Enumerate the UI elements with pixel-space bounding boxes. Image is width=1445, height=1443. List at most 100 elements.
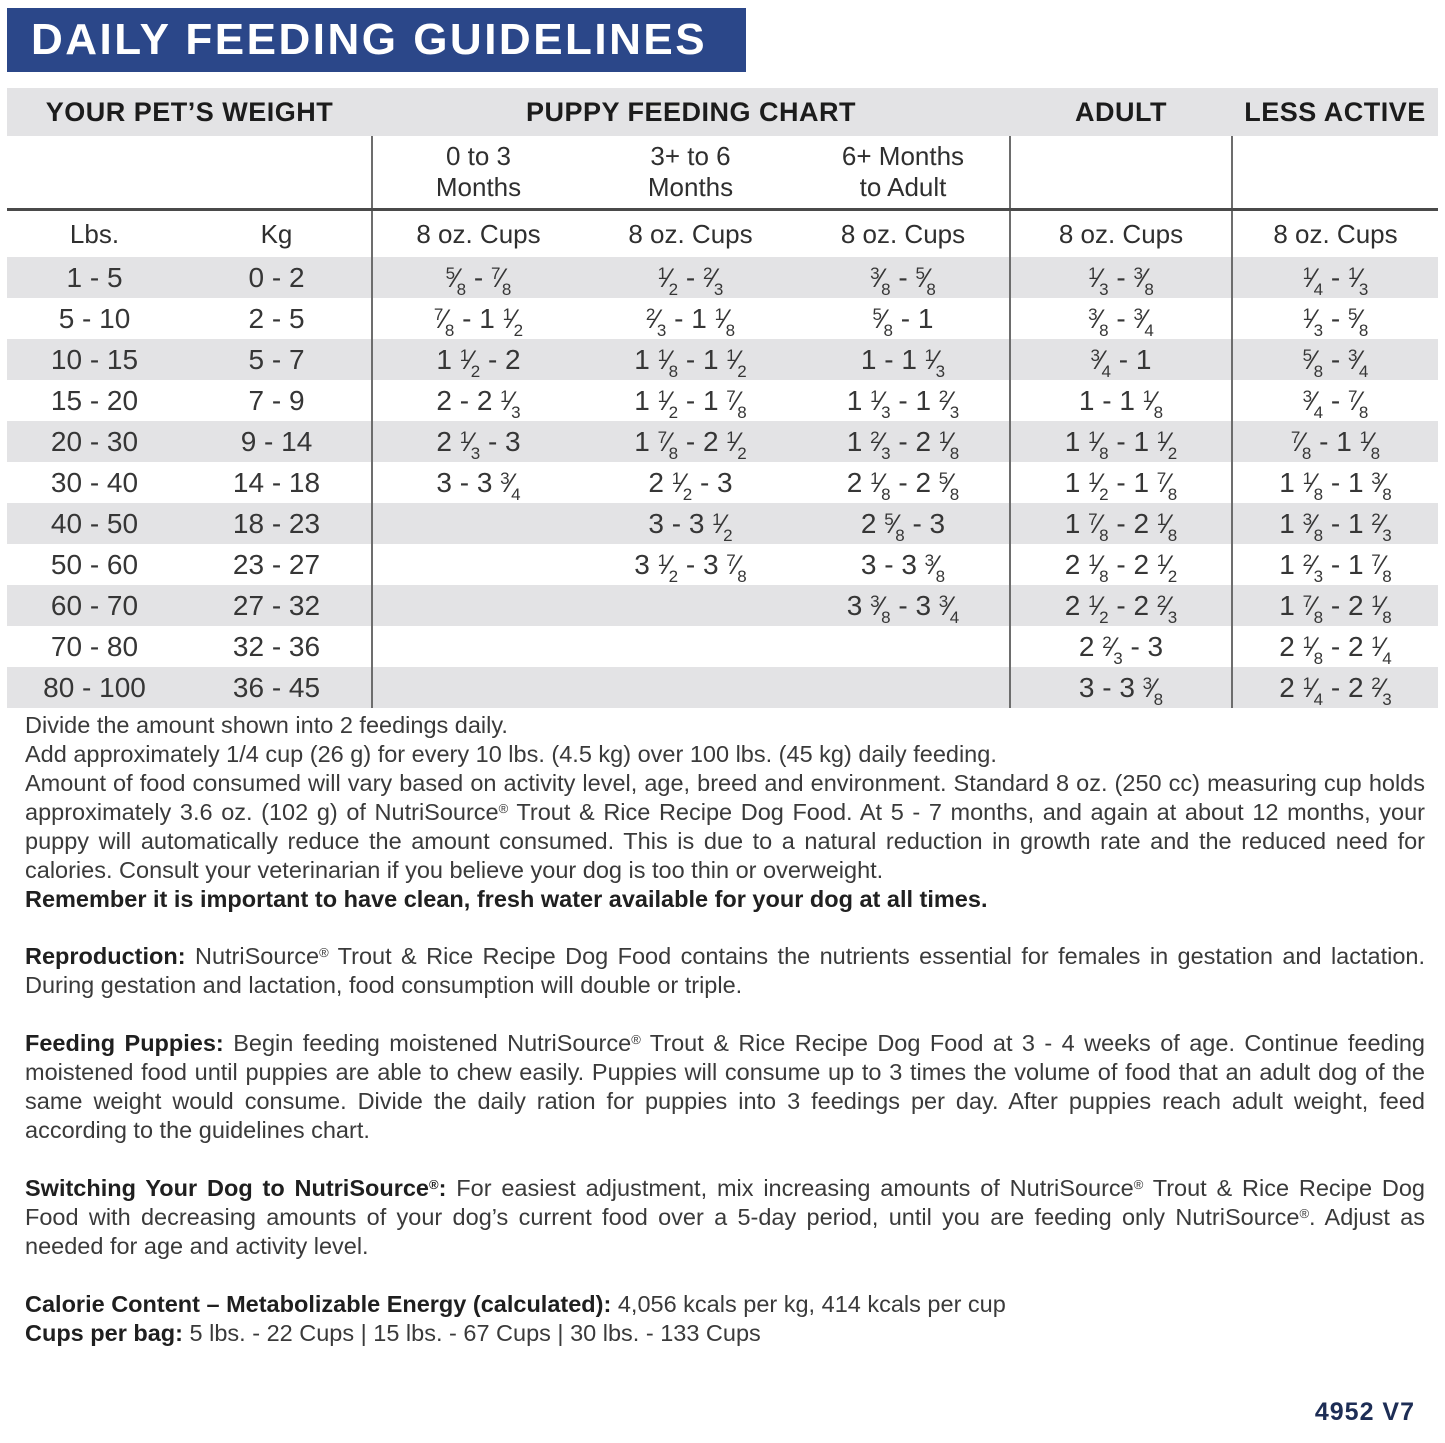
cups-cell: 1 2⁄3 - 2 1⁄8 (797, 421, 1010, 462)
footer-code: 4952 V7 (1314, 1398, 1415, 1426)
cups-cell: 3⁄4 - 7⁄8 (1231, 380, 1438, 421)
table-row: 30 - 40 14 - 18 3 - 3 3⁄4 2 1⁄2 - 3 2 1⁄8 - … (7, 462, 1438, 503)
cups-cell (584, 585, 797, 626)
subheader-3-6-months: 3+ to 6 Months (584, 136, 797, 211)
cups-cell: 1 1⁄2 - 2 (371, 339, 584, 380)
weight-cell: 9 - 14 (182, 421, 372, 462)
cups-cell: 2 1⁄4 - 2 2⁄3 (1231, 667, 1438, 708)
text-block: Divide the amount shown into 2 feedings … (25, 711, 1425, 1348)
section-paragraph: Feeding Puppies: Begin feeding moistened… (25, 1030, 1425, 1143)
table-row: 60 - 70 27 - 32 3 3⁄8 - 3 3⁄4 2 1⁄2 - 2 2⁄3… (7, 585, 1438, 626)
weight-cell: 32 - 36 (232, 630, 321, 662)
weight-cell: 80 - 100 (7, 667, 182, 708)
unit-cups-less-active: 8 oz. Cups (1231, 209, 1438, 257)
cups-cell: 2 1⁄8 - 2 1⁄4 (1231, 626, 1438, 667)
col-group-adult: ADULT (1010, 88, 1232, 136)
cups-cell (371, 503, 584, 544)
unit-kg: Kg (182, 209, 372, 257)
cups-cell: 2 1⁄2 - 3 (648, 466, 733, 504)
feeding-notes: Divide the amount shown into 2 feedings … (25, 711, 1425, 914)
cups-cell: 3 1⁄2 - 3 7⁄8 (634, 548, 747, 586)
cups-cell: 2 5⁄8 - 3 (797, 503, 1010, 544)
cups-cell: 1 1⁄3 - 1 2⁄3 (846, 384, 960, 422)
cups-cell (371, 544, 584, 585)
subheader-empty-adult (1009, 136, 1232, 211)
subheader-empty-less-active (1231, 136, 1438, 211)
weight-cell: 50 - 60 (50, 548, 139, 580)
weight-cell: 18 - 23 (182, 503, 372, 544)
weight-cell: 2 - 5 (248, 302, 305, 334)
page-title: DAILY FEEDING GUIDELINES (31, 15, 708, 64)
cups-cell: 1 1⁄2 - 1 7⁄8 (634, 384, 747, 422)
cups-cell: 3⁄4 - 1 (1009, 339, 1232, 380)
cups-cell: 1 - 1 1⁄3 (797, 339, 1010, 380)
cups-cell: 2 1⁄2 - 2 2⁄3 (1009, 585, 1232, 626)
subheader-0-3-months: 0 to 3 Months (371, 136, 584, 211)
weight-cell: 23 - 27 (232, 548, 321, 580)
cups-cell (371, 585, 584, 626)
cups-cell: 1⁄3 - 3⁄8 (1009, 257, 1232, 298)
cups-cell (797, 667, 1010, 708)
table-row: 5 - 10 2 - 5 7⁄8 - 1 1⁄2 2⁄3 - 1 1⁄8 5⁄8 - 1… (7, 298, 1438, 339)
cups-cell: 1 1⁄2 - 1 7⁄8 (1009, 462, 1232, 503)
weight-cell: 0 - 2 (182, 257, 372, 298)
unit-cups-adult: 8 oz. Cups (1009, 209, 1232, 257)
note-line: Divide the amount shown into 2 feedings … (25, 712, 508, 738)
table-row: 80 - 100 36 - 45 3 - 3 3⁄8 2 1⁄4 - 2 2⁄3 (7, 667, 1438, 708)
cups-cell (371, 667, 584, 708)
weight-cell: 10 - 15 (7, 339, 182, 380)
cups-cell: 1 7⁄8 - 2 1⁄8 (1231, 585, 1438, 626)
weight-cell: 15 - 20 (50, 384, 139, 416)
info-sections: Reproduction: NutriSource® Trout & Rice … (25, 942, 1425, 1348)
weight-cell: 27 - 32 (182, 585, 372, 626)
title-banner: DAILY FEEDING GUIDELINES (7, 8, 746, 72)
cups-cell: 1 1⁄8 - 1 1⁄2 (584, 339, 797, 380)
group-header-row: YOUR PET’S WEIGHT PUPPY FEEDING CHART AD… (7, 88, 1438, 136)
unit-cups-0-3: 8 oz. Cups (371, 209, 584, 257)
cups-cell: 1 1⁄8 - 1 3⁄8 (1231, 462, 1438, 503)
weight-cell: 20 - 30 (7, 421, 182, 462)
units-row: Lbs. Kg 8 oz. Cups 8 oz. Cups 8 oz. Cups… (7, 209, 1438, 257)
weight-cell: 36 - 45 (182, 667, 372, 708)
cups-cell: 1⁄4 - 1⁄3 (1231, 257, 1438, 298)
weight-cell: 40 - 50 (7, 503, 182, 544)
cups-cell: 1 - 1 1⁄8 (1009, 380, 1232, 421)
cups-cell: 1 7⁄8 - 2 1⁄2 (584, 421, 797, 462)
cups-cell (797, 626, 1010, 667)
weight-cell: 7 - 9 (248, 384, 305, 416)
col-group-puppy-chart: PUPPY FEEDING CHART (372, 88, 1010, 136)
cups-cell: 2 2⁄3 - 3 (1009, 626, 1232, 667)
note-line: Amount of food consumed will vary based … (25, 770, 1426, 883)
col-group-pet-weight: YOUR PET’S WEIGHT (7, 88, 372, 136)
section-paragraph: Cups per bag: 5 lbs. - 22 Cups | 15 lbs.… (25, 1320, 761, 1346)
cups-cell: 5⁄8 - 3⁄4 (1231, 339, 1438, 380)
cups-cell: 3 - 3 1⁄2 (584, 503, 797, 544)
cups-cell: 5⁄8 - 1 (872, 302, 934, 340)
cups-cell: 1 2⁄3 - 1 7⁄8 (1231, 544, 1438, 585)
section-paragraph: Calorie Content – Metabolizable Energy (… (25, 1291, 1006, 1317)
weight-cell: 5 - 10 (58, 302, 131, 334)
cups-cell: 2 1⁄8 - 2 1⁄2 (1009, 544, 1232, 585)
cups-cell: 5⁄8 - 7⁄8 (371, 257, 584, 298)
cups-cell: 3⁄8 - 3⁄4 (1009, 298, 1232, 339)
cups-cell (371, 626, 584, 667)
cups-cell (584, 667, 797, 708)
cups-cell (584, 626, 797, 667)
weight-cell: 30 - 40 (50, 466, 139, 498)
table-row: 15 - 20 7 - 9 2 - 2 1⁄3 1 1⁄2 - 1 7⁄8 1 1⁄3 … (7, 380, 1438, 421)
cups-cell: 1 1⁄8 - 1 1⁄2 (1009, 421, 1232, 462)
weight-cell: 1 - 5 (7, 257, 182, 298)
cups-cell: 3 - 3 3⁄8 (1009, 667, 1232, 708)
cups-cell: 3⁄8 - 5⁄8 (797, 257, 1010, 298)
section-paragraph: Switching Your Dog to NutriSource®: For … (25, 1175, 1425, 1259)
section-paragraph: Reproduction: NutriSource® Trout & Rice … (25, 943, 1426, 998)
age-subheader-row: 0 to 3 Months 3+ to 6 Months 6+ Months t… (7, 136, 1438, 211)
unit-cups-3-6: 8 oz. Cups (584, 209, 797, 257)
note-line: Add approximately 1/4 cup (26 g) for eve… (25, 741, 997, 767)
